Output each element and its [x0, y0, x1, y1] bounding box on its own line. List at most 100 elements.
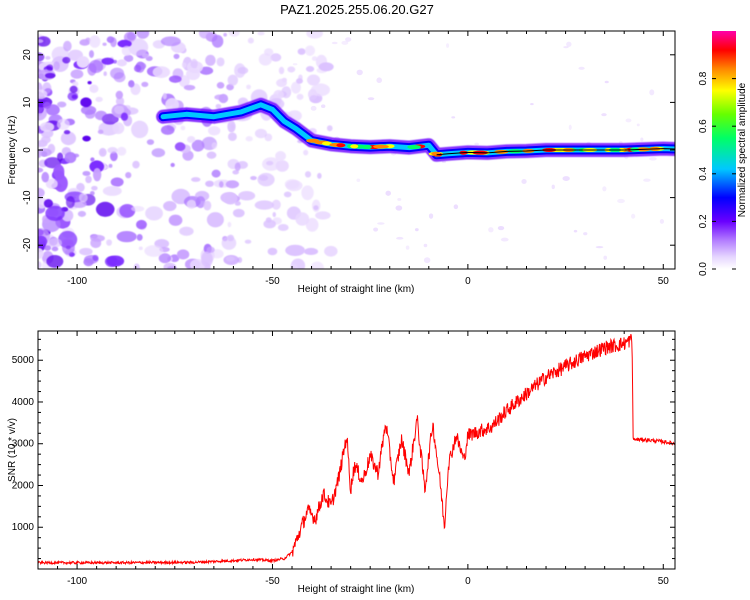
noise-blob — [649, 89, 655, 96]
colorbar: 0.0 0.2 0.4 0.6 0.8 Normalized spectral ampl… — [698, 31, 748, 276]
noise-blob — [250, 175, 257, 181]
noise-blob — [53, 61, 60, 71]
noise-blob — [474, 142, 479, 146]
x-tick-label: -100 — [67, 276, 87, 287]
colorbar-tick-label: 0.0 — [698, 262, 709, 276]
noise-blob — [56, 118, 70, 130]
noise-blob — [43, 199, 53, 208]
noise-blob — [446, 43, 450, 48]
noise-blob — [578, 66, 585, 70]
snr-xlabel: Height of straight line (km) — [298, 584, 415, 595]
noise-blob — [245, 136, 253, 142]
noise-blob — [102, 186, 122, 196]
noise-blob — [117, 39, 132, 48]
noise-blob — [441, 160, 447, 163]
noise-blob — [631, 213, 636, 219]
noise-blob — [211, 142, 218, 150]
spectrogram-noise-blobs — [38, 31, 664, 269]
noise-blob — [223, 32, 227, 37]
noise-blob — [168, 75, 182, 83]
noise-blob — [102, 42, 107, 46]
noise-blob — [219, 181, 224, 188]
noise-blob — [258, 53, 273, 66]
noise-blob — [95, 201, 115, 217]
colorbar-tick-label: 0.2 — [698, 214, 709, 228]
noise-blob — [151, 148, 166, 158]
noise-blob — [345, 37, 352, 42]
noise-blob — [103, 71, 107, 76]
noise-blob — [310, 83, 331, 97]
noise-blob — [521, 179, 527, 184]
noise-blob — [77, 210, 87, 217]
noise-blob — [191, 139, 205, 152]
noise-blob — [271, 199, 281, 210]
noise-blob — [116, 231, 137, 243]
noise-blob — [79, 247, 93, 256]
noise-blob — [62, 240, 75, 255]
noise-blob — [43, 245, 52, 251]
noise-blob — [225, 180, 240, 189]
noise-blob — [331, 41, 338, 45]
noise-blob — [306, 31, 323, 39]
noise-blob — [373, 227, 379, 232]
noise-blob — [296, 93, 304, 100]
noise-blob — [277, 223, 289, 232]
noise-blob — [174, 142, 186, 152]
noise-blob — [215, 103, 222, 109]
noise-blob — [297, 48, 306, 55]
noise-blob — [283, 191, 292, 198]
x-tick-label: -100 — [67, 576, 87, 587]
noise-blob — [94, 110, 108, 121]
noise-blob — [46, 254, 64, 268]
noise-blob — [46, 64, 54, 71]
noise-blob — [604, 80, 609, 84]
noise-blob — [60, 131, 77, 146]
colorbar-tick-label: 0.8 — [698, 71, 709, 85]
noise-blob — [176, 249, 190, 260]
noise-blob — [160, 125, 175, 135]
noise-blob — [304, 45, 316, 56]
noise-blob — [376, 77, 383, 84]
noise-blob — [310, 105, 317, 111]
noise-blob — [321, 104, 326, 108]
noise-blob — [583, 232, 588, 236]
noise-blob — [205, 180, 215, 187]
noise-blob — [216, 82, 225, 89]
noise-blob — [227, 234, 235, 242]
noise-blob — [38, 235, 48, 248]
noise-blob — [573, 229, 578, 233]
noise-blob — [160, 36, 181, 47]
noise-blob — [167, 265, 177, 269]
noise-blob — [214, 94, 225, 100]
noise-blob — [640, 137, 644, 142]
noise-blob — [163, 201, 177, 212]
noise-blob — [38, 39, 44, 44]
noise-blob — [247, 37, 254, 44]
noise-blob — [563, 46, 569, 49]
noise-blob — [90, 157, 95, 162]
noise-blob — [292, 63, 298, 66]
noise-blob — [296, 78, 303, 84]
noise-blob — [264, 48, 274, 56]
noise-blob — [232, 208, 245, 218]
noise-blob — [230, 124, 235, 130]
noise-blob — [67, 91, 79, 101]
ridge-peak — [336, 143, 346, 148]
noise-blob — [428, 213, 434, 219]
noise-blob — [281, 77, 287, 83]
noise-blob — [47, 143, 56, 154]
noise-blob — [313, 205, 319, 211]
noise-blob — [116, 59, 127, 67]
noise-blob — [186, 68, 201, 81]
noise-blob — [227, 74, 239, 86]
noise-blob — [315, 211, 331, 220]
ridge-centerline — [436, 148, 675, 156]
noise-blob — [132, 160, 140, 169]
noise-blob — [246, 84, 251, 90]
noise-blob — [38, 187, 45, 198]
noise-blob — [82, 135, 91, 142]
noise-blob — [303, 247, 319, 255]
noise-blob — [562, 176, 570, 181]
noise-blob — [625, 118, 632, 123]
